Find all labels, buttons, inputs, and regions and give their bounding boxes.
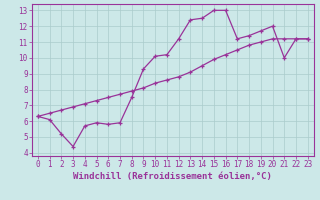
X-axis label: Windchill (Refroidissement éolien,°C): Windchill (Refroidissement éolien,°C)	[73, 172, 272, 181]
